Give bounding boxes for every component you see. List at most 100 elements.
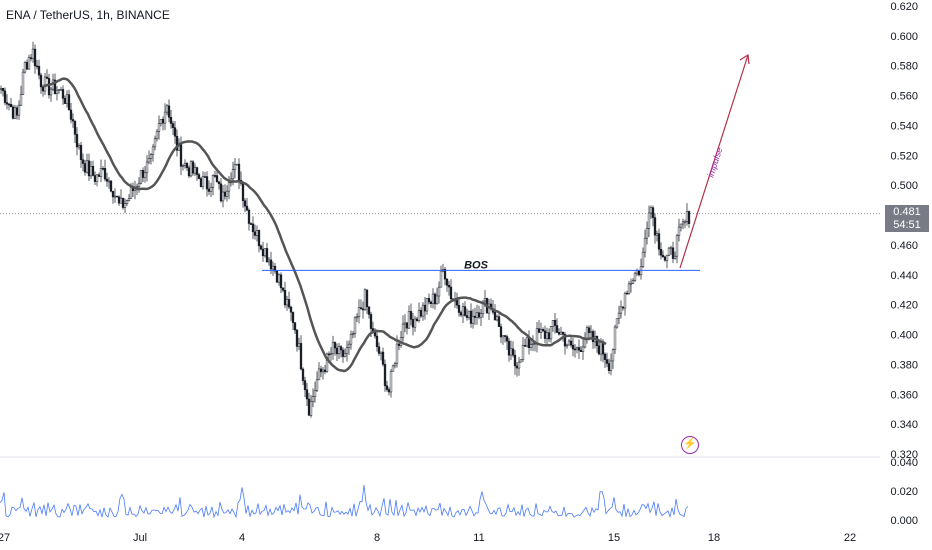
candle-body [671,247,675,259]
candle-body [285,299,289,306]
candle-body [629,282,633,285]
candle-body [181,165,185,167]
candle-body [555,325,559,333]
candle-body [281,287,285,291]
candle-body [395,343,399,364]
candle-body [147,158,151,163]
price-tick-label: 0.500 [890,180,918,192]
candle-body [57,89,61,91]
candle-body [117,196,121,204]
candle-body [611,349,615,362]
candle-body [1,88,5,92]
candle-body [279,274,283,289]
candle-body [203,176,207,178]
candle-body [557,332,561,335]
candle-body [645,228,649,239]
lightning-icon[interactable]: ⚡ [681,436,699,454]
candle-body [217,181,221,185]
candle-body [507,340,511,356]
candle-body [425,298,429,312]
candle-body [343,352,347,357]
candle-body [173,127,177,137]
candle-body [615,318,619,328]
candle-body [677,226,681,236]
candle-body [225,190,229,197]
candle-body [123,203,127,208]
candle-body [577,347,581,351]
candle-body [385,385,389,390]
candle-body [661,254,665,258]
candle-body [613,326,617,350]
price-tick-label: 0.400 [890,330,918,342]
candle-body [43,76,47,92]
candle-body [7,103,11,106]
candle-body [159,119,163,124]
candle-body [471,315,475,324]
candle-body [0,88,3,90]
candle-body [421,304,425,317]
candle-body [253,231,257,236]
candle-body [277,274,281,283]
candle-body [23,62,27,73]
candle-body [171,123,175,128]
moving-average-line [43,77,607,373]
candle-body [47,78,51,96]
candle-body [391,365,395,372]
candle-body [191,161,195,174]
candle-body [467,310,471,318]
candle-body [401,323,405,338]
last-price-value: 0.481 [893,206,921,218]
candle-body [411,319,415,328]
candle-body [435,295,439,305]
candle-body [579,349,583,352]
price-tick-label: 0.340 [890,419,918,431]
candle-body [475,312,479,318]
candle-body [3,90,7,103]
candle-body [175,135,179,151]
candle-body [307,398,311,416]
candle-body [463,306,467,316]
candle-body [369,314,373,329]
candle-body [83,163,87,173]
candle-body [33,48,37,67]
indicator-tick-label: 0.040 [890,457,918,469]
candle-body [591,331,595,343]
candle-body [41,86,45,92]
candle-body [161,119,165,124]
price-tick-label: 0.420 [890,300,918,312]
candle-body [331,342,335,354]
candle-body [207,188,211,192]
candle-body [275,270,279,283]
time-tick-label: 18 [708,532,720,544]
impulse-arrow[interactable] [679,54,749,269]
candle-body [263,248,267,257]
candle-body [345,347,349,354]
candle-body [625,292,629,295]
candle-body [575,347,579,350]
candle-body [503,335,507,337]
price-tick-label: 0.600 [890,31,918,43]
candle-body [511,348,515,356]
candle-body [659,249,663,256]
time-tick-label: 15 [608,532,620,544]
candle-body [381,351,385,365]
candle-body [49,88,53,96]
candle-body [349,334,353,345]
candle-body [565,344,569,347]
candle-body [257,230,261,247]
candle-body [295,329,299,347]
bos-label: BOS [464,259,489,271]
candle-body [91,165,95,176]
candle-body [521,345,525,360]
candle-body [531,342,535,345]
candle-body [499,326,503,338]
candle-body [301,368,305,381]
candle-body [481,300,485,314]
candle-body [663,256,667,261]
candle-body [269,259,273,270]
candle-body [455,299,459,306]
indicator-series [0,485,689,519]
candle-body [647,212,651,229]
candle-body [449,286,453,300]
